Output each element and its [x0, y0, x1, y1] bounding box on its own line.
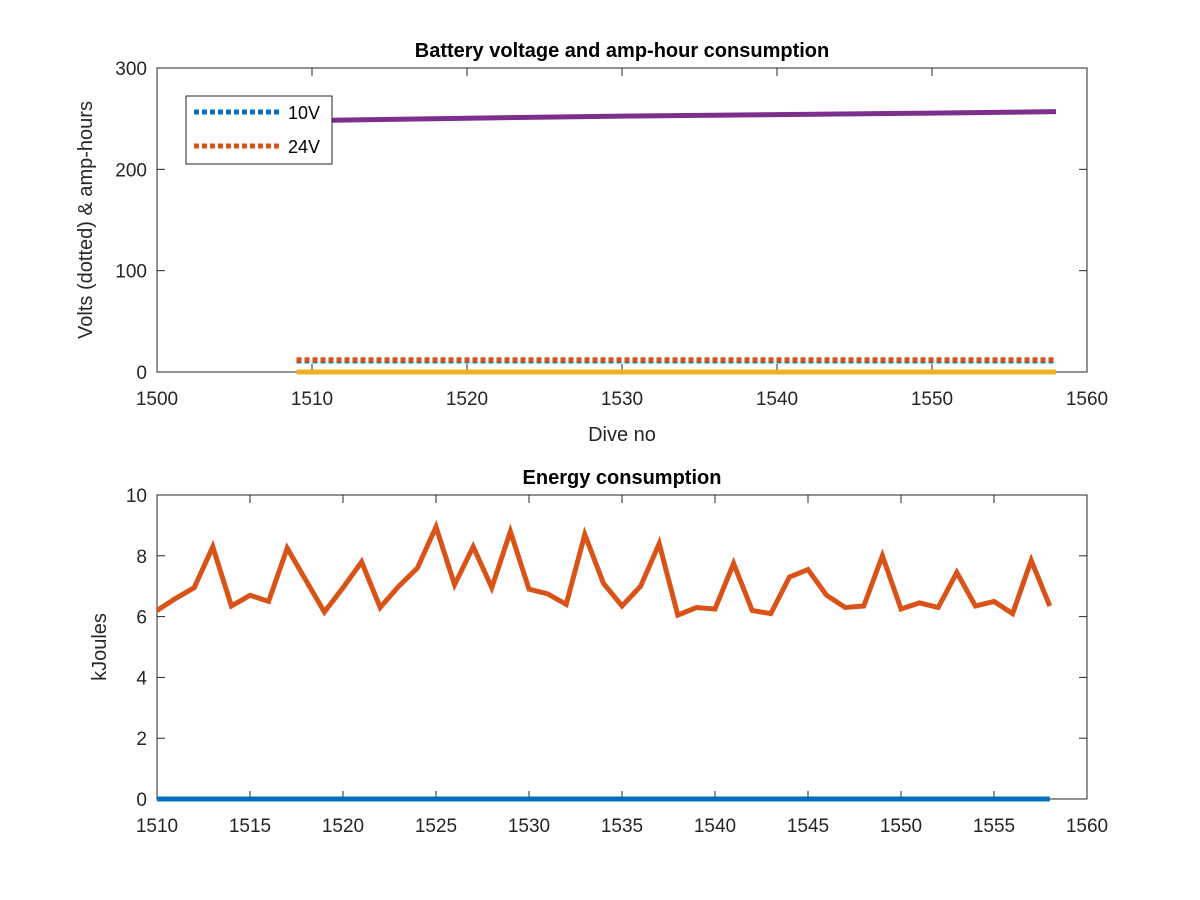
energy-x-tick-label: 1520: [322, 816, 364, 837]
voltage-legend: 10V 24V: [185, 95, 333, 165]
energy-chart-title: Energy consumption: [523, 467, 722, 489]
energy-series-line-1: [155, 519, 1053, 619]
energy-x-tick-label: 1540: [694, 816, 736, 837]
voltage-x-axis-label: Dive no: [588, 424, 656, 446]
energy-y-tick-label: 4: [136, 668, 147, 689]
voltage-chart-title: Battery voltage and amp-hour consumption: [415, 40, 829, 62]
voltage-tick-group: 1500 1510 1520 1530 1540 1550 1560 0 100 200 300: [115, 59, 1108, 410]
energy-x-tick-label: 1510: [136, 816, 178, 837]
legend-box: [185, 95, 333, 165]
voltage-x-tick-label: 1520: [446, 389, 488, 410]
voltage-series-group: [296, 109, 1057, 375]
energy-y-tick-label: 6: [136, 608, 147, 629]
voltage-axes: Battery voltage and amp-hour consumption…: [75, 40, 1108, 446]
energy-x-tick-label: 1545: [787, 816, 829, 837]
voltage-x-tick-label: 1530: [601, 389, 643, 410]
energy-y-axis-label: kJoules: [89, 613, 111, 681]
legend-label-10v: 10V: [288, 103, 320, 123]
voltage-y-tick-label: 300: [115, 59, 147, 80]
energy-x-tick-label: 1560: [1066, 816, 1108, 837]
energy-y-tick-label: 8: [136, 547, 147, 568]
energy-x-tick-label: 1555: [973, 816, 1015, 837]
energy-axes: Energy consumption kJoules 1510 1515 1520 1…: [89, 467, 1108, 837]
voltage-y-axis-label: Volts (dotted) & amp-hours: [75, 101, 97, 339]
energy-y-tick-label: 10: [126, 486, 147, 507]
voltage-x-tick-label: 1550: [911, 389, 953, 410]
energy-x-tick-label: 1535: [601, 816, 643, 837]
energy-y-tick-label: 2: [136, 729, 147, 750]
energy-x-tick-label: 1525: [415, 816, 457, 837]
voltage-y-tick-label: 100: [115, 262, 147, 283]
voltage-x-tick-label: 1560: [1066, 389, 1108, 410]
voltage-series-line-2: [296, 109, 1057, 124]
energy-x-tick-label: 1515: [229, 816, 271, 837]
energy-x-tick-label: 1530: [508, 816, 550, 837]
energy-plot-area: [156, 494, 1088, 800]
voltage-y-tick-label: 200: [115, 160, 147, 181]
energy-y-tick-label: 0: [136, 790, 147, 811]
legend-label-24v: 24V: [288, 137, 320, 157]
energy-tick-group: 1510 1515 1520 1525 1530 1535 1540 1545 1550 1555…: [126, 486, 1108, 837]
voltage-y-tick-label: 0: [136, 363, 147, 384]
voltage-x-tick-label: 1540: [756, 389, 798, 410]
energy-series-group: [155, 519, 1053, 802]
voltage-x-tick-label: 1500: [136, 389, 178, 410]
energy-x-tick-label: 1550: [880, 816, 922, 837]
voltage-x-tick-label: 1510: [291, 389, 333, 410]
